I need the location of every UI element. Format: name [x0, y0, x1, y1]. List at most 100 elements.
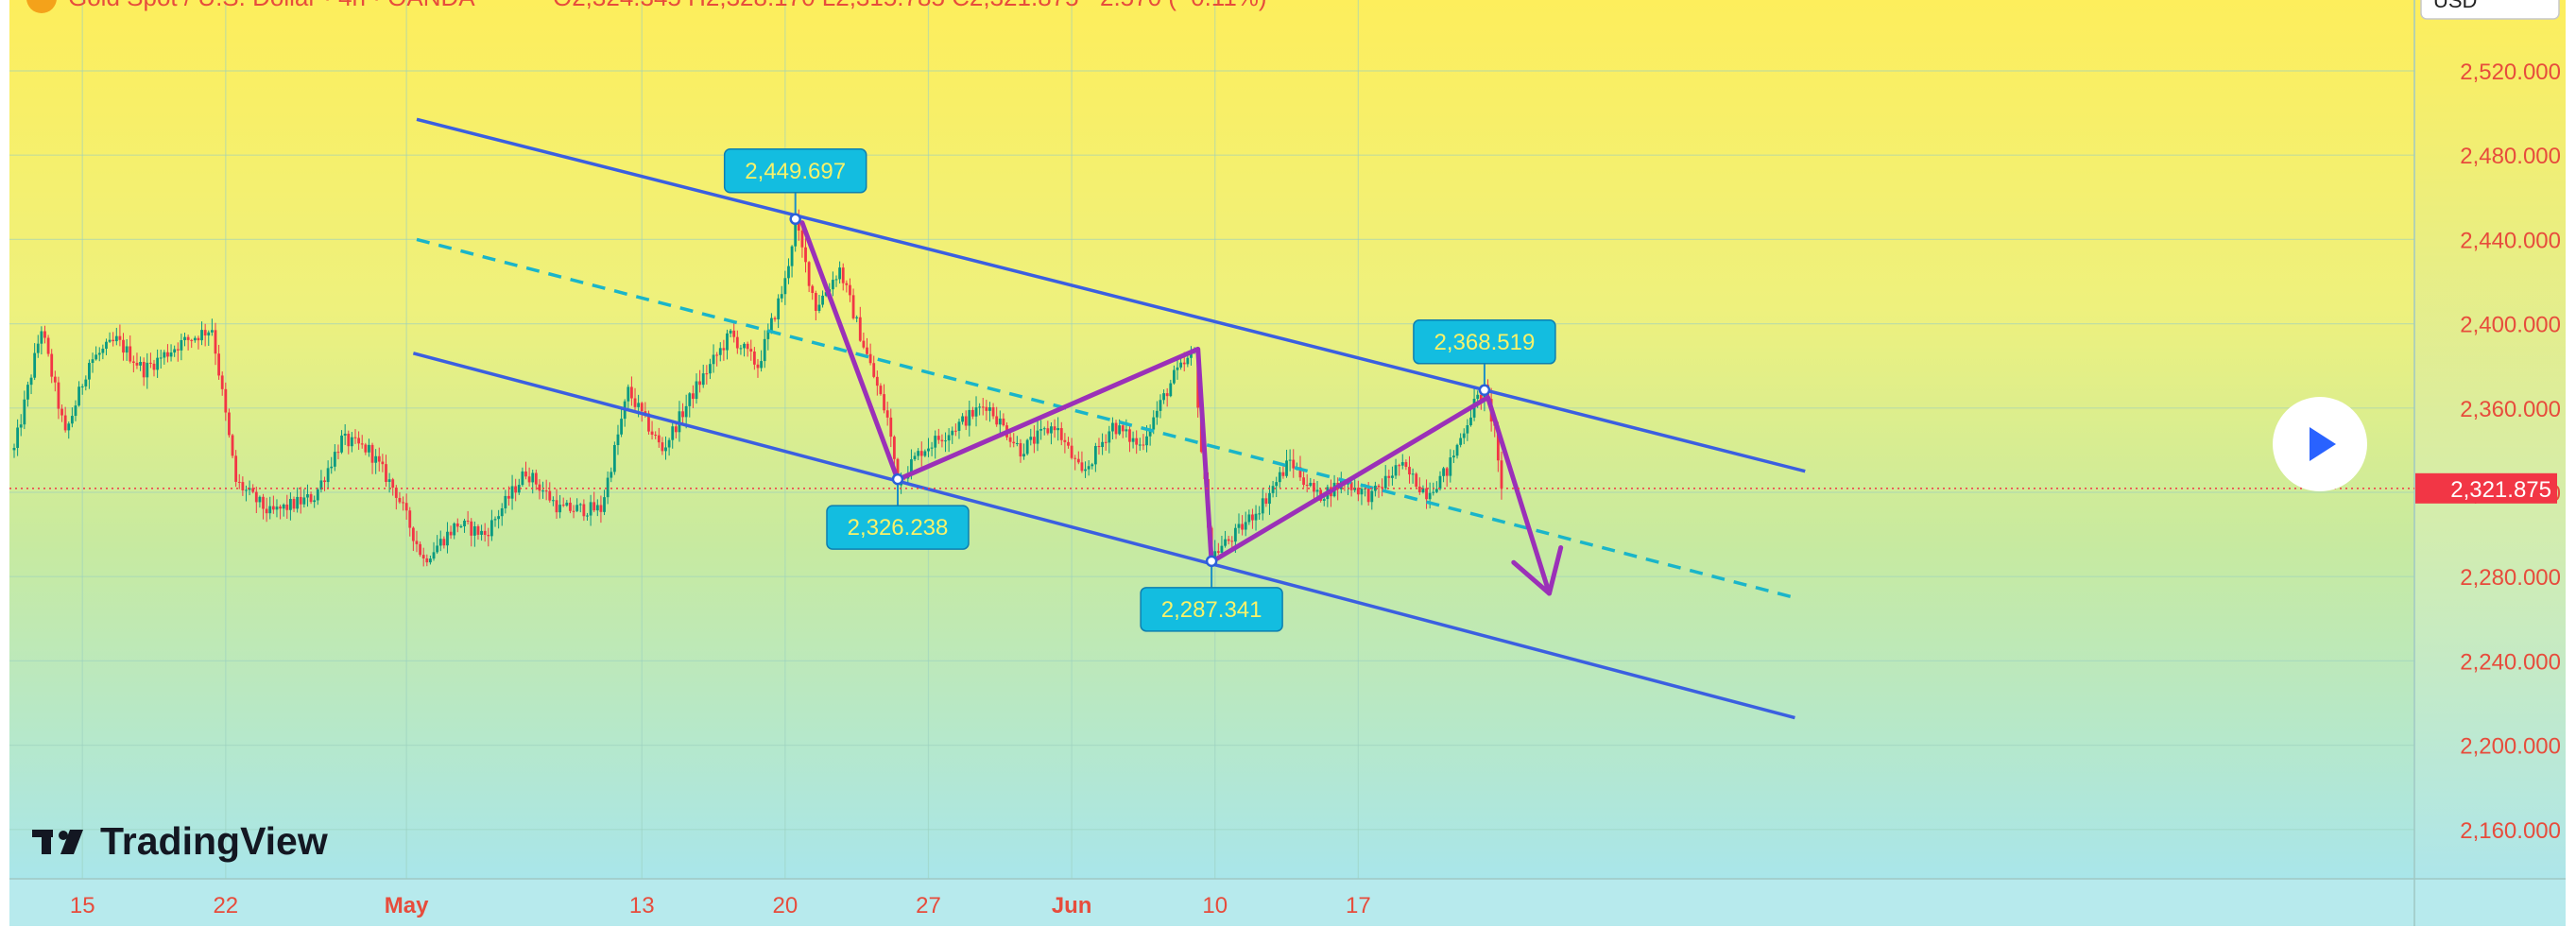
candle-body — [756, 364, 760, 369]
candle-body — [459, 525, 463, 527]
candle-body — [834, 279, 838, 281]
candle-body — [797, 219, 800, 231]
candle-body — [360, 443, 364, 445]
candle-body — [1125, 429, 1128, 432]
candle-body — [729, 330, 732, 334]
candle-body — [1394, 465, 1398, 476]
candle-body — [612, 444, 616, 472]
price-axis-tick-label: 2,440.000 — [2460, 228, 2561, 253]
candle-body — [1275, 482, 1279, 487]
play-icon[interactable] — [2310, 427, 2336, 461]
candle-body — [497, 516, 501, 520]
candle-body — [917, 451, 920, 456]
currency-button-label[interactable]: USD — [2433, 0, 2477, 12]
candle-body — [936, 436, 940, 440]
candle-body — [1186, 357, 1190, 365]
zigzag-path[interactable] — [799, 220, 1552, 596]
candle-body — [777, 298, 781, 319]
price-label-anchor-dot[interactable] — [1205, 555, 1218, 568]
candle-body — [398, 497, 402, 503]
candle-body — [644, 411, 647, 414]
candle-body — [1452, 455, 1455, 458]
candle-body — [544, 490, 548, 492]
candle-body — [285, 504, 289, 510]
candle-body — [1387, 475, 1391, 478]
candle-body — [1159, 400, 1162, 411]
candle-body — [1165, 393, 1169, 397]
candle-body — [971, 409, 974, 417]
candle-body — [1131, 438, 1135, 442]
candle-body — [1466, 425, 1469, 434]
currency-button[interactable]: USD — [2420, 0, 2560, 20]
channel-midline-dashed[interactable] — [416, 237, 1795, 600]
currency-button-frame[interactable] — [2420, 0, 2560, 20]
candle-body — [569, 502, 572, 511]
price-axis-tick-label: 2,480.000 — [2460, 144, 2561, 169]
candle-body — [279, 506, 282, 509]
channel-upper-line[interactable] — [416, 117, 1806, 473]
candle-body — [671, 426, 675, 440]
candle-body — [241, 482, 245, 490]
candle-body — [650, 431, 654, 436]
candle-body — [105, 341, 108, 350]
candle-body — [1360, 489, 1364, 495]
candle-body — [995, 416, 999, 425]
candle-body — [841, 267, 845, 283]
candle-body — [408, 510, 412, 528]
candle-body — [927, 448, 930, 452]
candle-body — [749, 349, 753, 352]
candle-body — [715, 354, 719, 356]
candle-body — [688, 393, 692, 406]
candle-body — [910, 459, 913, 473]
candle-body — [862, 340, 866, 348]
candle-body — [268, 506, 272, 514]
candle-body — [1213, 551, 1217, 558]
symbol-title[interactable]: Gold Spot / U.S. Dollar · 4h · OANDA — [68, 0, 475, 11]
candle-body — [1148, 429, 1152, 437]
candle-body — [1264, 498, 1268, 505]
price-axis-background — [2414, 0, 2566, 879]
candle-body — [517, 485, 521, 493]
candle-body — [313, 500, 317, 503]
candle-body — [1097, 445, 1101, 448]
zigzag-arrowhead[interactable] — [1511, 545, 1564, 596]
price-label-box[interactable] — [723, 148, 867, 194]
candle-body — [1025, 439, 1029, 455]
candle-body — [1138, 444, 1142, 446]
candle-body — [190, 339, 194, 341]
candle-body — [657, 435, 661, 443]
play-button[interactable] — [2273, 397, 2367, 491]
candle-body — [282, 504, 285, 509]
candle-body — [586, 515, 589, 517]
candle-body — [1233, 527, 1237, 542]
candle-body — [681, 411, 684, 418]
price-label-anchor-dot[interactable] — [891, 472, 904, 486]
price-label-text: 2,449.697 — [745, 159, 846, 184]
candle-body — [1067, 441, 1070, 446]
candle-body — [357, 438, 361, 444]
candle-body — [944, 440, 947, 442]
candle-body — [364, 444, 368, 453]
price-label-box[interactable] — [1140, 587, 1283, 632]
price-label-anchor-dot[interactable] — [789, 213, 801, 226]
price-label-anchor-dot[interactable] — [1478, 384, 1491, 397]
candle-body — [1176, 367, 1179, 370]
candle-body — [698, 381, 702, 386]
candle-body — [77, 386, 80, 406]
price-label-box[interactable] — [1413, 319, 1556, 365]
candle-body — [183, 336, 186, 340]
candle-body — [866, 347, 868, 354]
candle-body — [1118, 425, 1122, 435]
candle-body — [896, 458, 900, 486]
candle-body — [726, 333, 729, 351]
price-axis-tick-label: 2,280.000 — [2460, 565, 2561, 591]
time-axis-tick-label: 13 — [629, 893, 655, 918]
candle-body — [879, 386, 883, 395]
price-label-box[interactable] — [826, 505, 970, 550]
candle-body — [701, 373, 705, 386]
candle-body — [1377, 485, 1381, 488]
channel-lower-line[interactable] — [412, 352, 1795, 720]
candle-body — [1408, 467, 1411, 475]
